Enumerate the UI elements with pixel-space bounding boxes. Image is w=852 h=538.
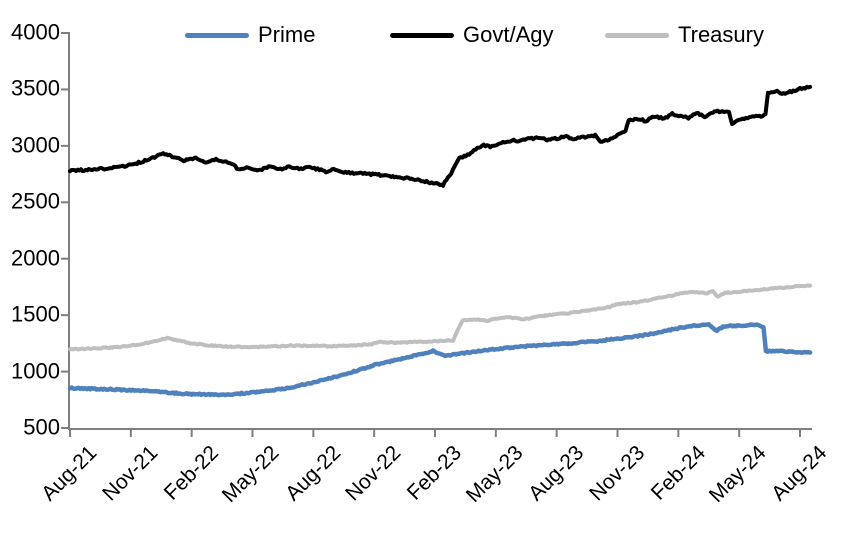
- y-axis-label: 2500: [11, 188, 60, 214]
- legend-item-prime: Prime: [185, 22, 315, 48]
- legend-swatch-govt-agy: [390, 32, 454, 38]
- y-axis-label: 2000: [11, 245, 60, 271]
- legend-label-treasury: Treasury: [678, 22, 764, 47]
- legend-swatch-prime: [185, 32, 249, 38]
- legend-item-govt-agy: Govt/Agy: [390, 22, 553, 48]
- series-line-treasury: [68, 283, 813, 352]
- legend-item-treasury: Treasury: [605, 22, 764, 48]
- series-line-prime: [67, 322, 813, 398]
- y-axis-label: 3500: [11, 75, 60, 101]
- series-line-govt-agy: [68, 84, 813, 188]
- y-axis-label: 1000: [11, 358, 60, 384]
- legend-swatch-treasury: [605, 32, 669, 38]
- y-axis-label: 1500: [11, 301, 60, 327]
- y-axis-label: 3000: [11, 132, 60, 158]
- legend-label-prime: Prime: [258, 22, 316, 47]
- y-axis-label: 4000: [11, 19, 60, 45]
- legend-label-govt-agy: Govt/Agy: [463, 22, 554, 47]
- y-axis-label: 500: [23, 414, 60, 440]
